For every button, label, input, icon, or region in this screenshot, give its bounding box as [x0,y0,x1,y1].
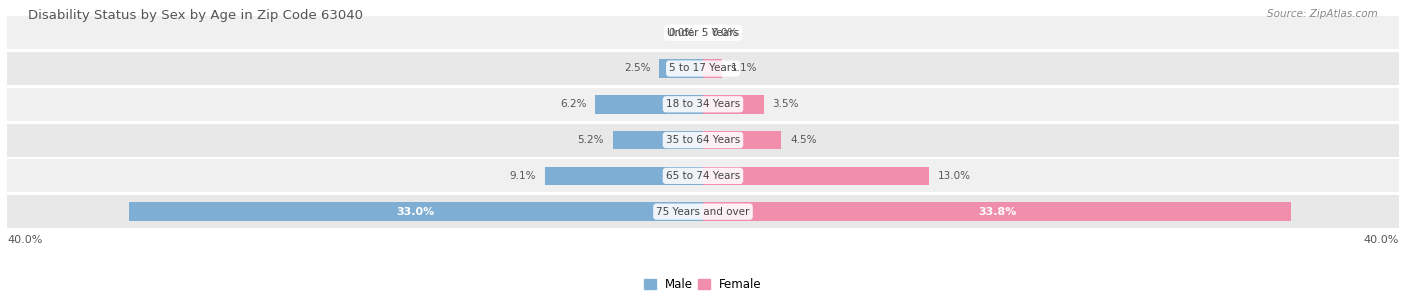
Text: 9.1%: 9.1% [509,171,536,181]
Bar [7,16,1399,49]
Bar [129,202,703,221]
Text: 35 to 64 Years: 35 to 64 Years [666,135,740,145]
Legend: Male, Female: Male, Female [640,274,766,296]
Bar [7,124,1399,157]
Bar [703,202,1291,221]
Text: 6.2%: 6.2% [560,99,586,109]
Bar [613,131,703,149]
Bar [544,167,703,185]
Text: 4.5%: 4.5% [790,135,817,145]
Text: 40.0%: 40.0% [7,235,42,245]
Text: 40.0%: 40.0% [1364,235,1399,245]
Bar [595,95,703,114]
Bar [7,195,1399,228]
Text: 33.0%: 33.0% [396,207,434,217]
Text: Under 5 Years: Under 5 Years [666,28,740,38]
Bar [7,159,1399,192]
Text: Source: ZipAtlas.com: Source: ZipAtlas.com [1267,9,1378,19]
Text: 0.0%: 0.0% [711,28,738,38]
Text: 65 to 74 Years: 65 to 74 Years [666,171,740,181]
Text: 2.5%: 2.5% [624,64,651,74]
Text: 33.8%: 33.8% [979,207,1017,217]
Text: 18 to 34 Years: 18 to 34 Years [666,99,740,109]
Bar [703,131,782,149]
Bar [659,59,703,78]
Bar [7,88,1399,121]
Text: 1.1%: 1.1% [731,64,758,74]
Text: 75 Years and over: 75 Years and over [657,207,749,217]
Text: 3.5%: 3.5% [773,99,799,109]
Text: 13.0%: 13.0% [938,171,972,181]
Text: 5.2%: 5.2% [578,135,603,145]
Bar [703,95,763,114]
Text: 5 to 17 Years: 5 to 17 Years [669,64,737,74]
Bar [703,59,723,78]
Text: 0.0%: 0.0% [668,28,695,38]
Text: Disability Status by Sex by Age in Zip Code 63040: Disability Status by Sex by Age in Zip C… [28,9,363,22]
Bar [7,52,1399,85]
Bar [703,167,929,185]
